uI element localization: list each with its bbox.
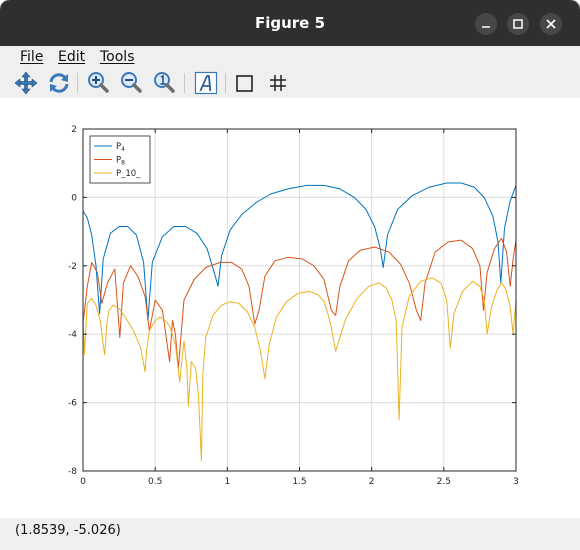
- plot-area[interactable]: 0 0.5 1 1.5 2 2.5 3 -8 -6 -4 -2 0 2 P4 P8 P_10_: [0, 98, 580, 518]
- close-icon: [546, 19, 556, 29]
- y-tick-label: -8: [68, 467, 77, 477]
- maximize-button[interactable]: [507, 13, 529, 35]
- x-tick-label: 3: [513, 477, 519, 487]
- maximize-icon: [513, 19, 523, 29]
- toolbar-separator: [225, 73, 226, 93]
- status-bar: (1.8539, -5.026): [0, 518, 580, 550]
- box-icon: [236, 75, 253, 92]
- toolbar: [0, 68, 580, 98]
- series-line-p4: [83, 182, 516, 321]
- text-icon: [194, 71, 218, 95]
- zoom-reset-icon: [154, 72, 175, 93]
- menu-tools[interactable]: Tools: [100, 48, 135, 66]
- legend[interactable]: P4 P8 P_10_: [89, 135, 151, 184]
- ticks: 0 0.5 1 1.5 2 2.5 3 -8 -6 -4 -2 0 2: [68, 125, 519, 487]
- coordinate-readout: (1.8539, -5.026): [15, 523, 121, 538]
- legend-label: P4: [116, 142, 125, 153]
- toolbar-separator: [184, 73, 185, 93]
- menu-file-label: File: [20, 49, 44, 65]
- zoom-out-icon: [121, 72, 142, 93]
- series-lines: [83, 182, 516, 462]
- pan-button[interactable]: [13, 70, 39, 96]
- text-button[interactable]: [193, 70, 219, 96]
- minimize-icon: [482, 26, 490, 28]
- x-tick-label: 0.5: [148, 477, 162, 487]
- box-button[interactable]: [232, 70, 258, 96]
- rotate-button[interactable]: [46, 70, 72, 96]
- x-tick-label: 2: [369, 477, 375, 487]
- series-line-p8: [83, 237, 516, 369]
- legend-label: P8: [116, 156, 125, 167]
- grid-button[interactable]: [265, 70, 291, 96]
- x-tick-label: 1: [224, 477, 230, 487]
- title-bar: Figure 5: [0, 0, 580, 46]
- close-button[interactable]: [540, 13, 562, 35]
- y-tick-label: 2: [71, 125, 77, 135]
- pan-icon: [14, 71, 38, 95]
- zoom-reset-button[interactable]: [151, 70, 177, 96]
- menu-edit-label: Edit: [58, 49, 86, 65]
- toolbar-separator: [77, 73, 78, 93]
- zoom-out-button[interactable]: [118, 70, 144, 96]
- y-tick-label: 0: [71, 193, 77, 203]
- menu-edit[interactable]: Edit: [58, 48, 85, 66]
- menu-tools-label: Tools: [100, 49, 135, 65]
- grid-icon: [270, 75, 286, 91]
- legend-label: P_10_: [116, 169, 141, 179]
- x-tick-label: 1.5: [292, 477, 306, 487]
- zoom-in-button[interactable]: [85, 70, 111, 96]
- y-tick-label: -2: [68, 262, 77, 272]
- y-tick-label: -6: [68, 399, 77, 409]
- minimize-button[interactable]: [475, 13, 497, 35]
- window-title: Figure 5: [254, 14, 326, 32]
- menu-bar: File Edit Tools: [0, 46, 580, 68]
- zoom-in-icon: [88, 72, 109, 93]
- rotate-icon: [49, 73, 69, 93]
- series-line-p10: [83, 277, 516, 462]
- x-tick-label: 0: [80, 477, 86, 487]
- menu-file[interactable]: File: [20, 48, 43, 66]
- figure-canvas[interactable]: 0 0.5 1 1.5 2 2.5 3 -8 -6 -4 -2 0 2 P4 P8 P_10_: [0, 98, 580, 518]
- y-tick-label: -4: [68, 330, 77, 340]
- x-tick-label: 2.5: [437, 477, 451, 487]
